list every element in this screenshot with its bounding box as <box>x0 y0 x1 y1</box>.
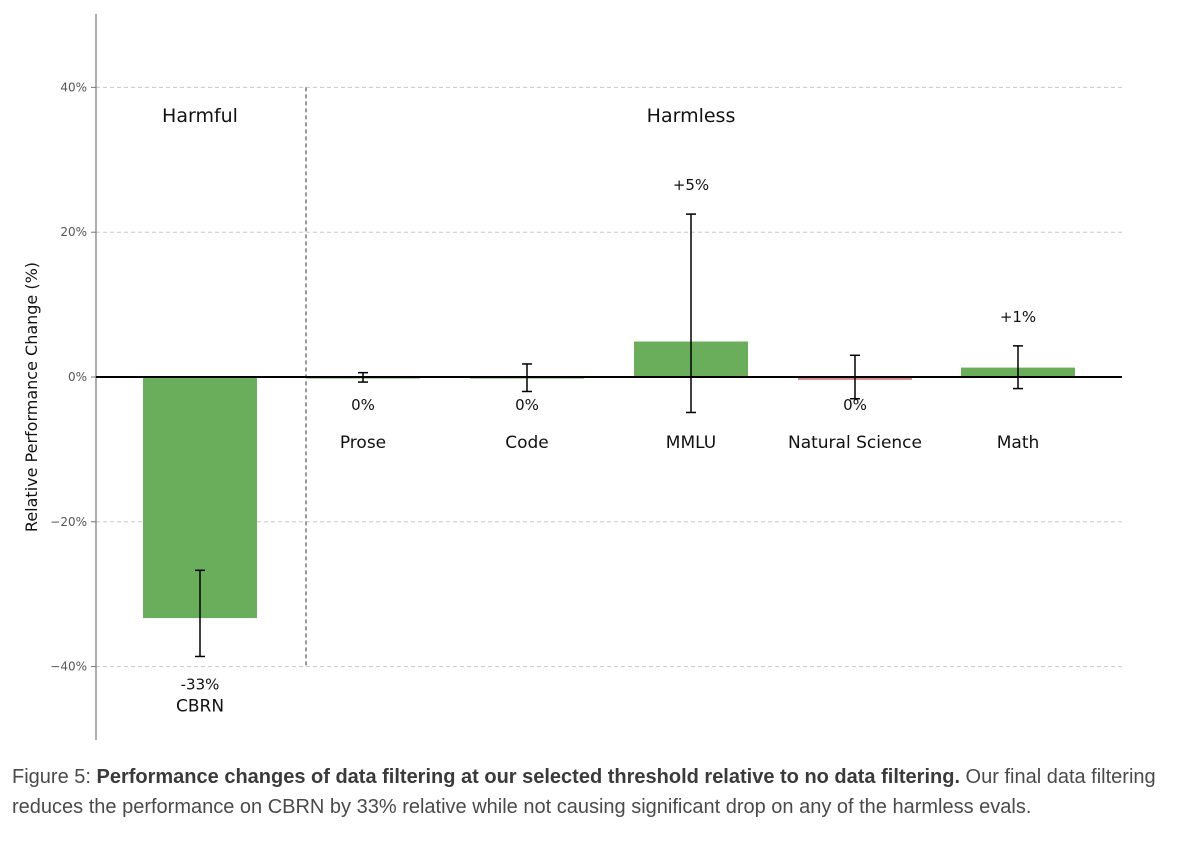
category-label: MMLU <box>666 433 716 453</box>
data-label: +5% <box>673 176 709 194</box>
data-label: 0% <box>351 396 375 414</box>
y-tick-label: 20% <box>60 225 87 239</box>
chart: 40% 20% 0% −20% −40% Harmful Harmless -33% CBRN… <box>22 14 1122 740</box>
data-label: 0% <box>843 396 867 414</box>
category-label: Natural Science <box>788 433 922 453</box>
data-label: 0% <box>515 396 539 414</box>
caption-text: Our final data filtering reduces the per… <box>12 766 1156 818</box>
data-label: +1% <box>1000 308 1036 326</box>
caption-prefix: Figure 5: <box>12 766 97 788</box>
category-label: Code <box>505 433 549 453</box>
y-tick-label: 0% <box>68 370 87 384</box>
caption-bold: Performance changes of data filtering at… <box>96 766 960 788</box>
y-tick-label: −40% <box>50 660 87 674</box>
y-axis-label: Relative Performance Change (%) <box>22 262 41 532</box>
y-tick-label: 40% <box>60 80 87 94</box>
y-tick-label: −20% <box>50 515 87 529</box>
data-label: -33% <box>181 675 220 693</box>
category-label: Math <box>997 433 1040 453</box>
category-label: Prose <box>340 433 386 453</box>
group-title-harmful: Harmful <box>162 105 238 127</box>
chart-svg: 40% 20% 0% −20% −40% Harmful Harmless -33% CBRN… <box>22 14 1122 740</box>
category-label: CBRN <box>176 696 224 716</box>
group-title-harmless: Harmless <box>647 105 736 127</box>
figure-caption: Figure 5: Performance changes of data fi… <box>12 762 1188 822</box>
